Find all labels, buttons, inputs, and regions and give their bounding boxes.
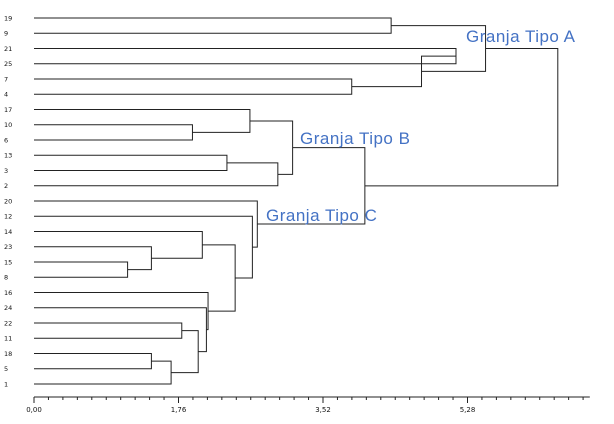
leaf-label: 7 [4,75,8,83]
x-axis-tick-label: 3,52 [315,406,331,414]
leaf-label: 16 [4,289,12,297]
dendrogram-link [34,78,353,95]
dendrogram-link [249,120,294,175]
leaf-label: 17 [4,106,12,114]
leaf-label: 11 [4,335,12,343]
dendrogram-link [34,307,207,353]
leaf-label: 18 [4,350,12,358]
group-labels: Granja Tipo A Granja Tipo B Granja Tipo … [266,27,576,225]
group-label-c: Granja Tipo C [266,206,377,225]
leaf-label: 24 [4,304,12,312]
dendrogram-link [34,124,193,141]
leaf-label: 15 [4,258,12,266]
group-label-a: Granja Tipo A [466,27,576,46]
leaf-label: 14 [4,228,12,236]
dendrogram-link [34,261,129,278]
leaf-label: 9 [4,30,8,38]
x-axis: 0,00 1,76 3,52 5,28 [26,396,590,414]
dendrogram-link [34,246,152,271]
leaf-label: 5 [4,365,8,373]
leaf-label: 19 [4,14,12,22]
leaf-label: 6 [4,136,8,144]
group-label-b: Granja Tipo B [300,129,410,148]
dendrogram-link [34,154,228,171]
dendrogram-link [171,330,199,374]
x-axis-tick-label: 1,76 [171,406,187,414]
leaf-label: 3 [4,167,8,175]
dendrogram-link [34,322,183,339]
x-axis-tick-label: 0,00 [26,406,42,414]
leaf-label: 21 [4,45,12,53]
leaf-label: 20 [4,197,12,205]
leaf-label: 2 [4,182,8,190]
leaf-label: 23 [4,243,12,251]
leaf-label: 1 [4,380,8,388]
dendrogram-link [364,48,559,187]
leaf-label: 8 [4,274,8,282]
leaf-label: 10 [4,121,12,129]
leaf-label: 4 [4,91,8,99]
leaf-label: 22 [4,319,12,327]
dendrogram-link [34,48,457,65]
dendrogram-link [34,200,258,248]
dendrogram-link [34,360,172,385]
dendrogram-link [34,353,152,370]
dendrogram-link [34,17,392,34]
dendrogram-link [34,162,279,187]
dendrogram-link [34,231,203,259]
x-axis-tick-label: 5,28 [460,406,476,414]
dendrogram-branches [34,17,559,385]
leaf-labels: 19 9 21 25 7 4 17 10 6 13 3 2 20 12 14 23 15 8 16 24 22 11 18 5… [4,14,12,388]
leaf-label: 13 [4,152,12,160]
dendrogram-link [34,109,251,133]
dendrogram-link [202,244,236,312]
leaf-label: 25 [4,60,12,68]
leaf-label: 12 [4,213,12,221]
